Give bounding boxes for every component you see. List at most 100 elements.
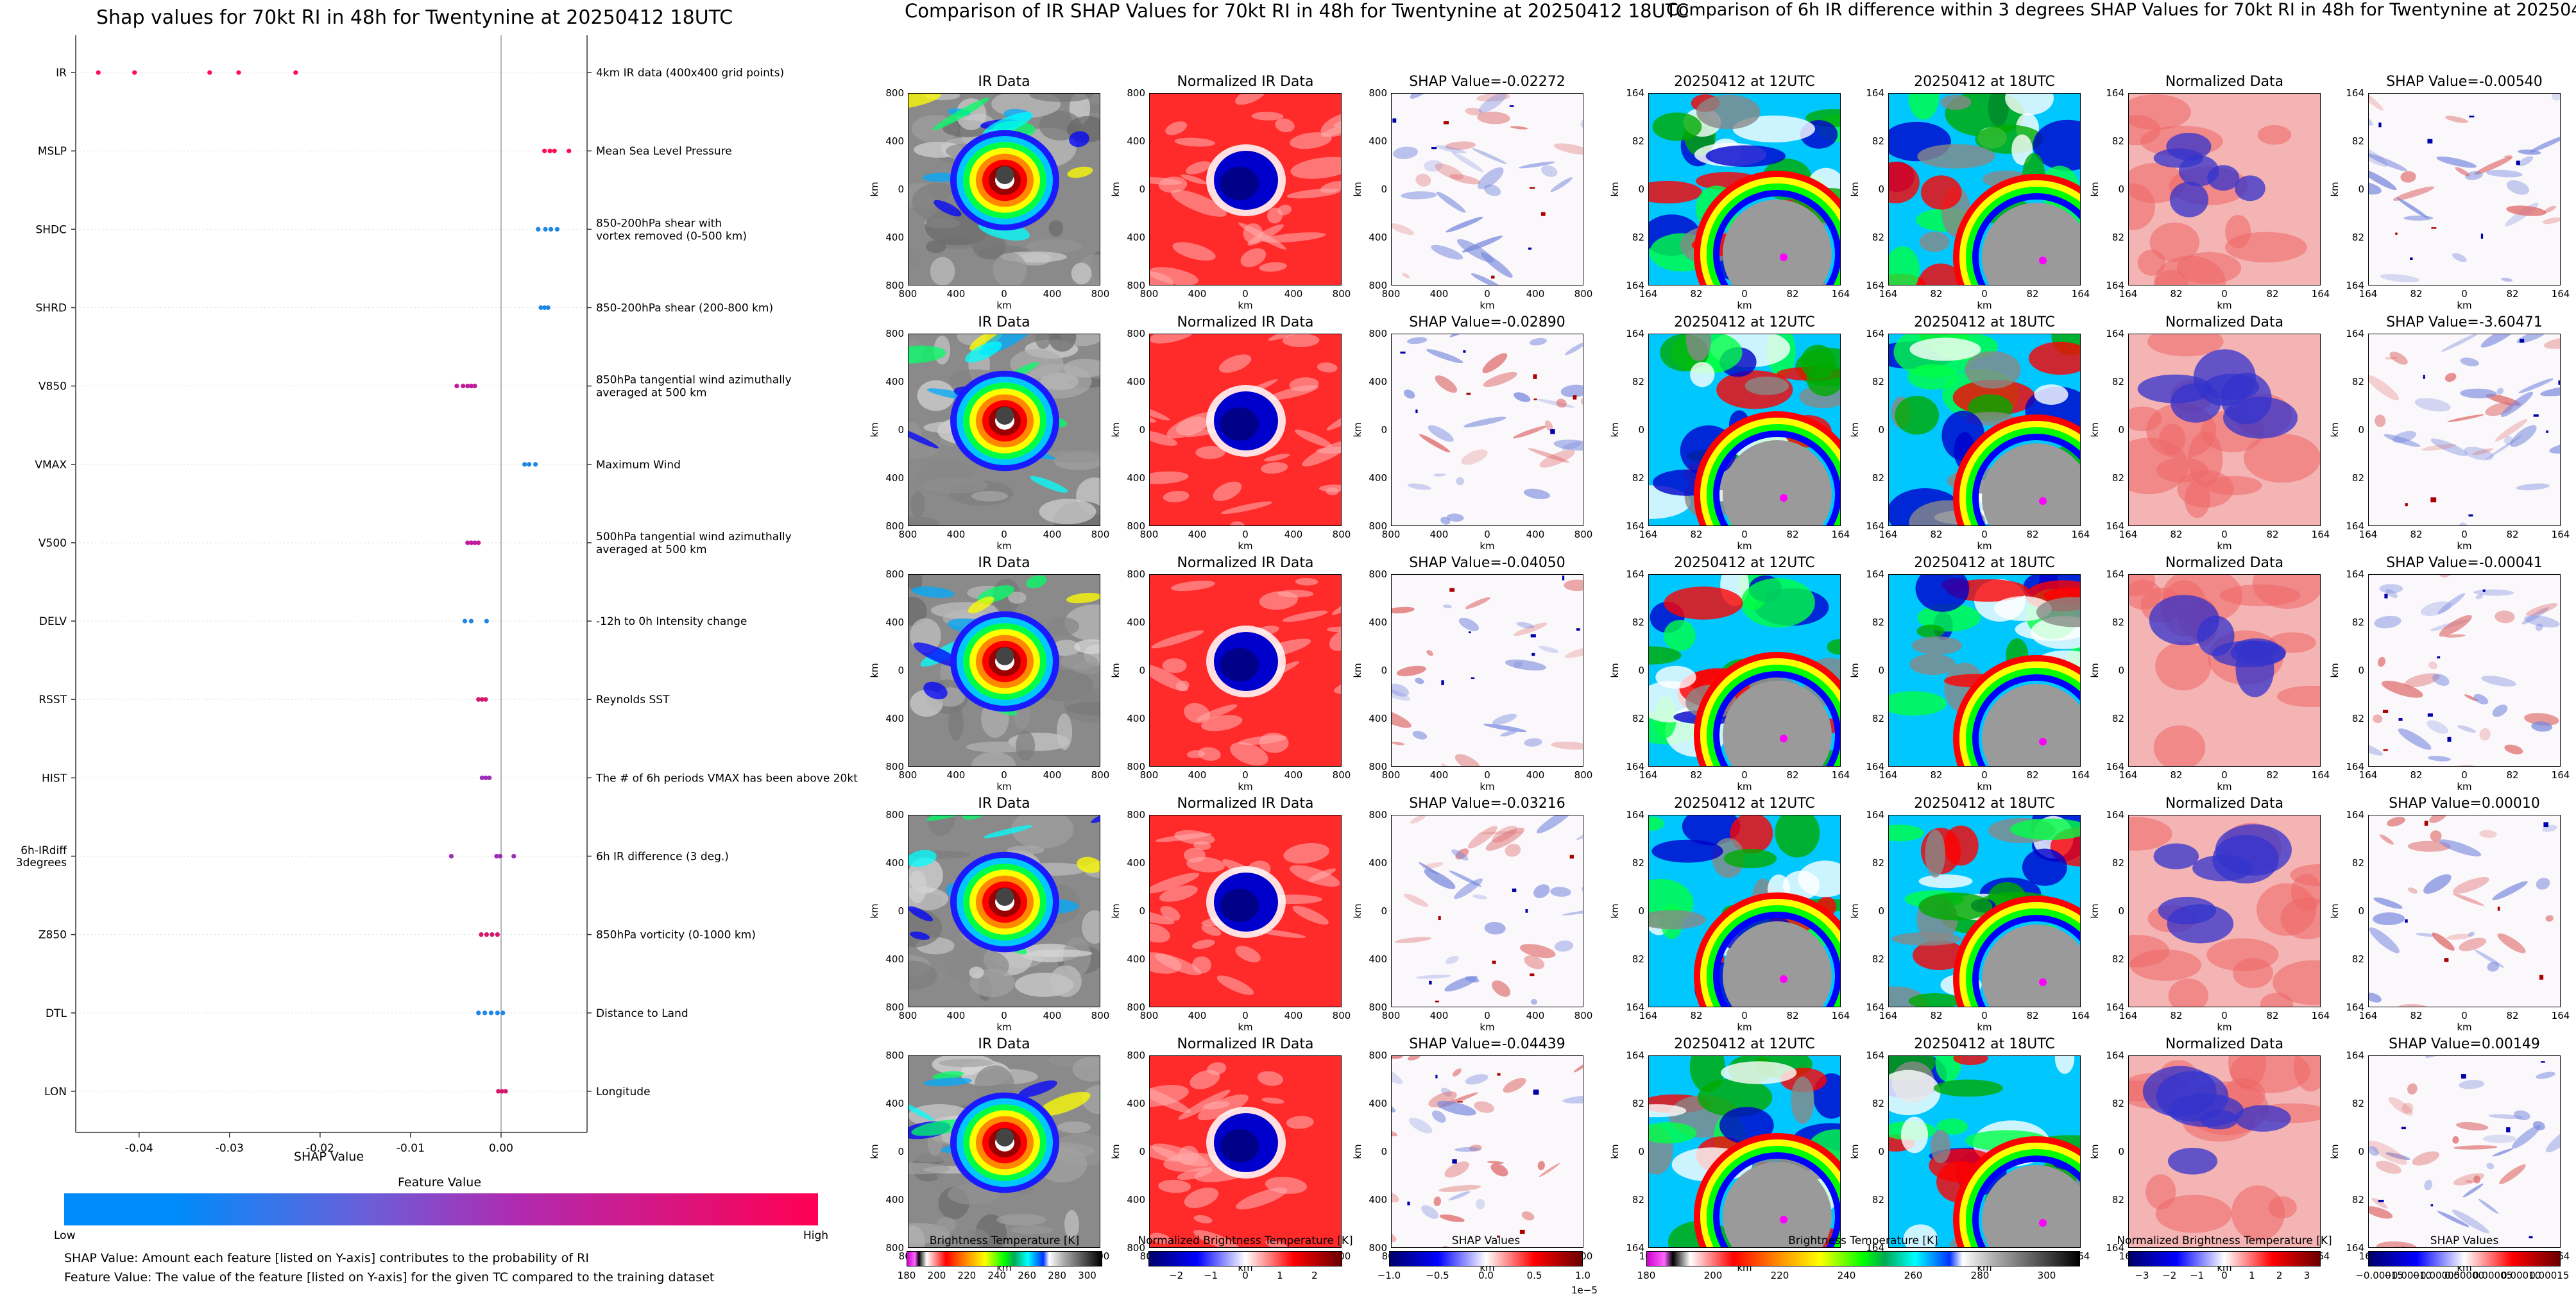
- colorbar-tick-label: −0.00010: [2384, 1270, 2432, 1281]
- panel-x-tick-label: 800: [1574, 1010, 1593, 1021]
- panel-xlabel: km: [1238, 300, 1253, 311]
- storm-arc: [1707, 1146, 1840, 1247]
- shap-patch: [2510, 425, 2537, 447]
- cloud-band: [908, 849, 937, 867]
- panel-x-tick-label: 400: [1429, 529, 1449, 540]
- panel-x-tick-label: 400: [1043, 288, 1062, 300]
- shap-patch: [2439, 615, 2472, 637]
- shap-patch: [2481, 676, 2516, 686]
- shap-patch: [2384, 434, 2421, 447]
- panel-y-tick-label: 0: [1638, 424, 1644, 436]
- shap-patch: [1407, 1056, 1420, 1061]
- shap-patch: [1457, 239, 1494, 263]
- shap-patch: [1477, 167, 1504, 190]
- panel-x-tick-label: 400: [1429, 288, 1449, 300]
- panel-y-tick-label: 800: [885, 280, 904, 291]
- panel-x-tick-label: 800: [1381, 769, 1401, 781]
- shap-point: [476, 697, 481, 702]
- shap-hot-pixel: [2378, 1200, 2384, 1202]
- cloud-texture: [1649, 1122, 1697, 1144]
- storm-arc: [1707, 665, 1840, 766]
- cloud-texture: [1651, 839, 1723, 863]
- shap-patch: [2492, 704, 2508, 717]
- storm-core: [1982, 443, 2080, 525]
- panel-y-tick-label: 800: [1369, 761, 1387, 772]
- panel-ylabel: km: [2329, 422, 2341, 438]
- shap-patch: [1554, 940, 1574, 952]
- norm-texture: [1308, 868, 1336, 882]
- panel-x-tick-label: 0: [1001, 769, 1007, 781]
- panel-x-tick-label: 164: [2311, 1010, 2330, 1021]
- norm-cold-center: [1220, 648, 1259, 681]
- norm-texture: [1150, 431, 1177, 446]
- shap-patch: [2436, 156, 2477, 168]
- shap-patch: [2428, 756, 2451, 762]
- norm-warm-patch: [2244, 433, 2320, 483]
- feature-description-label: Maximum Wind: [596, 459, 681, 472]
- panel-y-tick-label: 164: [1626, 761, 1644, 772]
- shap-hot-pixel: [1525, 908, 1528, 913]
- panel-ylabel: km: [869, 903, 880, 919]
- cloud-texture: [1917, 603, 1981, 632]
- colorbar-tick-label: 260: [1904, 1270, 1923, 1281]
- panel-xlabel: km: [1480, 781, 1495, 792]
- cloud-texture: [1050, 965, 1082, 998]
- norm-texture: [1158, 1179, 1191, 1193]
- panel-y-tick-label: 400: [1369, 376, 1387, 388]
- shap-patch: [1539, 449, 1575, 468]
- panel-x-tick-label: 0: [1981, 769, 1988, 781]
- colorbar-tick-label: −1: [2190, 1270, 2205, 1281]
- shap-patch: [1401, 191, 1437, 200]
- shap-point: [479, 697, 484, 702]
- panel-y-tick-label: 164: [2106, 1242, 2124, 1254]
- storm-eye: [996, 1129, 1014, 1147]
- cloud-texture: [1911, 636, 1963, 655]
- panel-ylabel: km: [1352, 182, 1363, 197]
- cloud-texture: [1920, 175, 1962, 210]
- storm-arc: [1700, 658, 1840, 766]
- storm-center-marker: [2039, 497, 2047, 505]
- norm-warm-patch: [2129, 406, 2162, 432]
- cloud-texture: [1081, 910, 1100, 944]
- storm-eye: [996, 407, 1014, 425]
- panel-y-tick-label: 800: [1127, 280, 1145, 291]
- shap-hot-pixel: [1457, 1101, 1463, 1103]
- panel-y-tick-label: 400: [885, 376, 904, 388]
- cloud-texture: [2033, 119, 2080, 171]
- shap-patch: [1514, 622, 1548, 636]
- shap-hot-pixel: [2405, 503, 2408, 507]
- panel-ylabel: km: [869, 1144, 880, 1159]
- norm-texture: [1290, 157, 1341, 179]
- norm-texture: [1236, 1188, 1288, 1210]
- heatmap-svg: [2369, 1056, 2560, 1247]
- cloud-texture: [1048, 334, 1077, 352]
- panel-y-tick-label: 400: [1127, 135, 1145, 147]
- shap-hot-pixel: [2447, 737, 2452, 742]
- feature-description-label: 850hPa tangential wind azimuthally: [596, 374, 792, 387]
- cloud-band: [1091, 815, 1100, 823]
- norm-texture: [1230, 742, 1268, 766]
- cloud-band: [922, 173, 959, 182]
- heatmap-svg: [1649, 575, 1840, 766]
- panel-y-tick-label: 400: [1369, 857, 1387, 869]
- shap-patch: [1505, 660, 1547, 671]
- panel-x-tick-label: 82: [2266, 529, 2279, 540]
- shap-background: [2369, 1056, 2560, 1247]
- colorbar-tick-label: 0.00000: [2444, 1270, 2485, 1281]
- storm-arc: [1959, 180, 2080, 285]
- shap-patch: [2453, 1145, 2498, 1150]
- norm-texture: [1151, 630, 1204, 649]
- cloud-texture: [1903, 1224, 1938, 1247]
- shap-patch: [1523, 488, 1550, 499]
- panel-ylabel: km: [2329, 1144, 2341, 1159]
- panel-y-tick-label: 82: [2111, 713, 2124, 724]
- shap-hot-pixel: [1519, 1229, 1525, 1234]
- shap-patch: [1500, 730, 1517, 737]
- panel-x-tick-label: 164: [2119, 288, 2138, 300]
- panel-ylabel: km: [2329, 182, 2341, 197]
- cloud-texture: [1889, 1070, 1941, 1116]
- shap-patch: [1433, 1196, 1441, 1207]
- cloud-texture: [1057, 713, 1073, 751]
- shap-patch: [2444, 115, 2468, 123]
- cloud-texture: [965, 1229, 989, 1246]
